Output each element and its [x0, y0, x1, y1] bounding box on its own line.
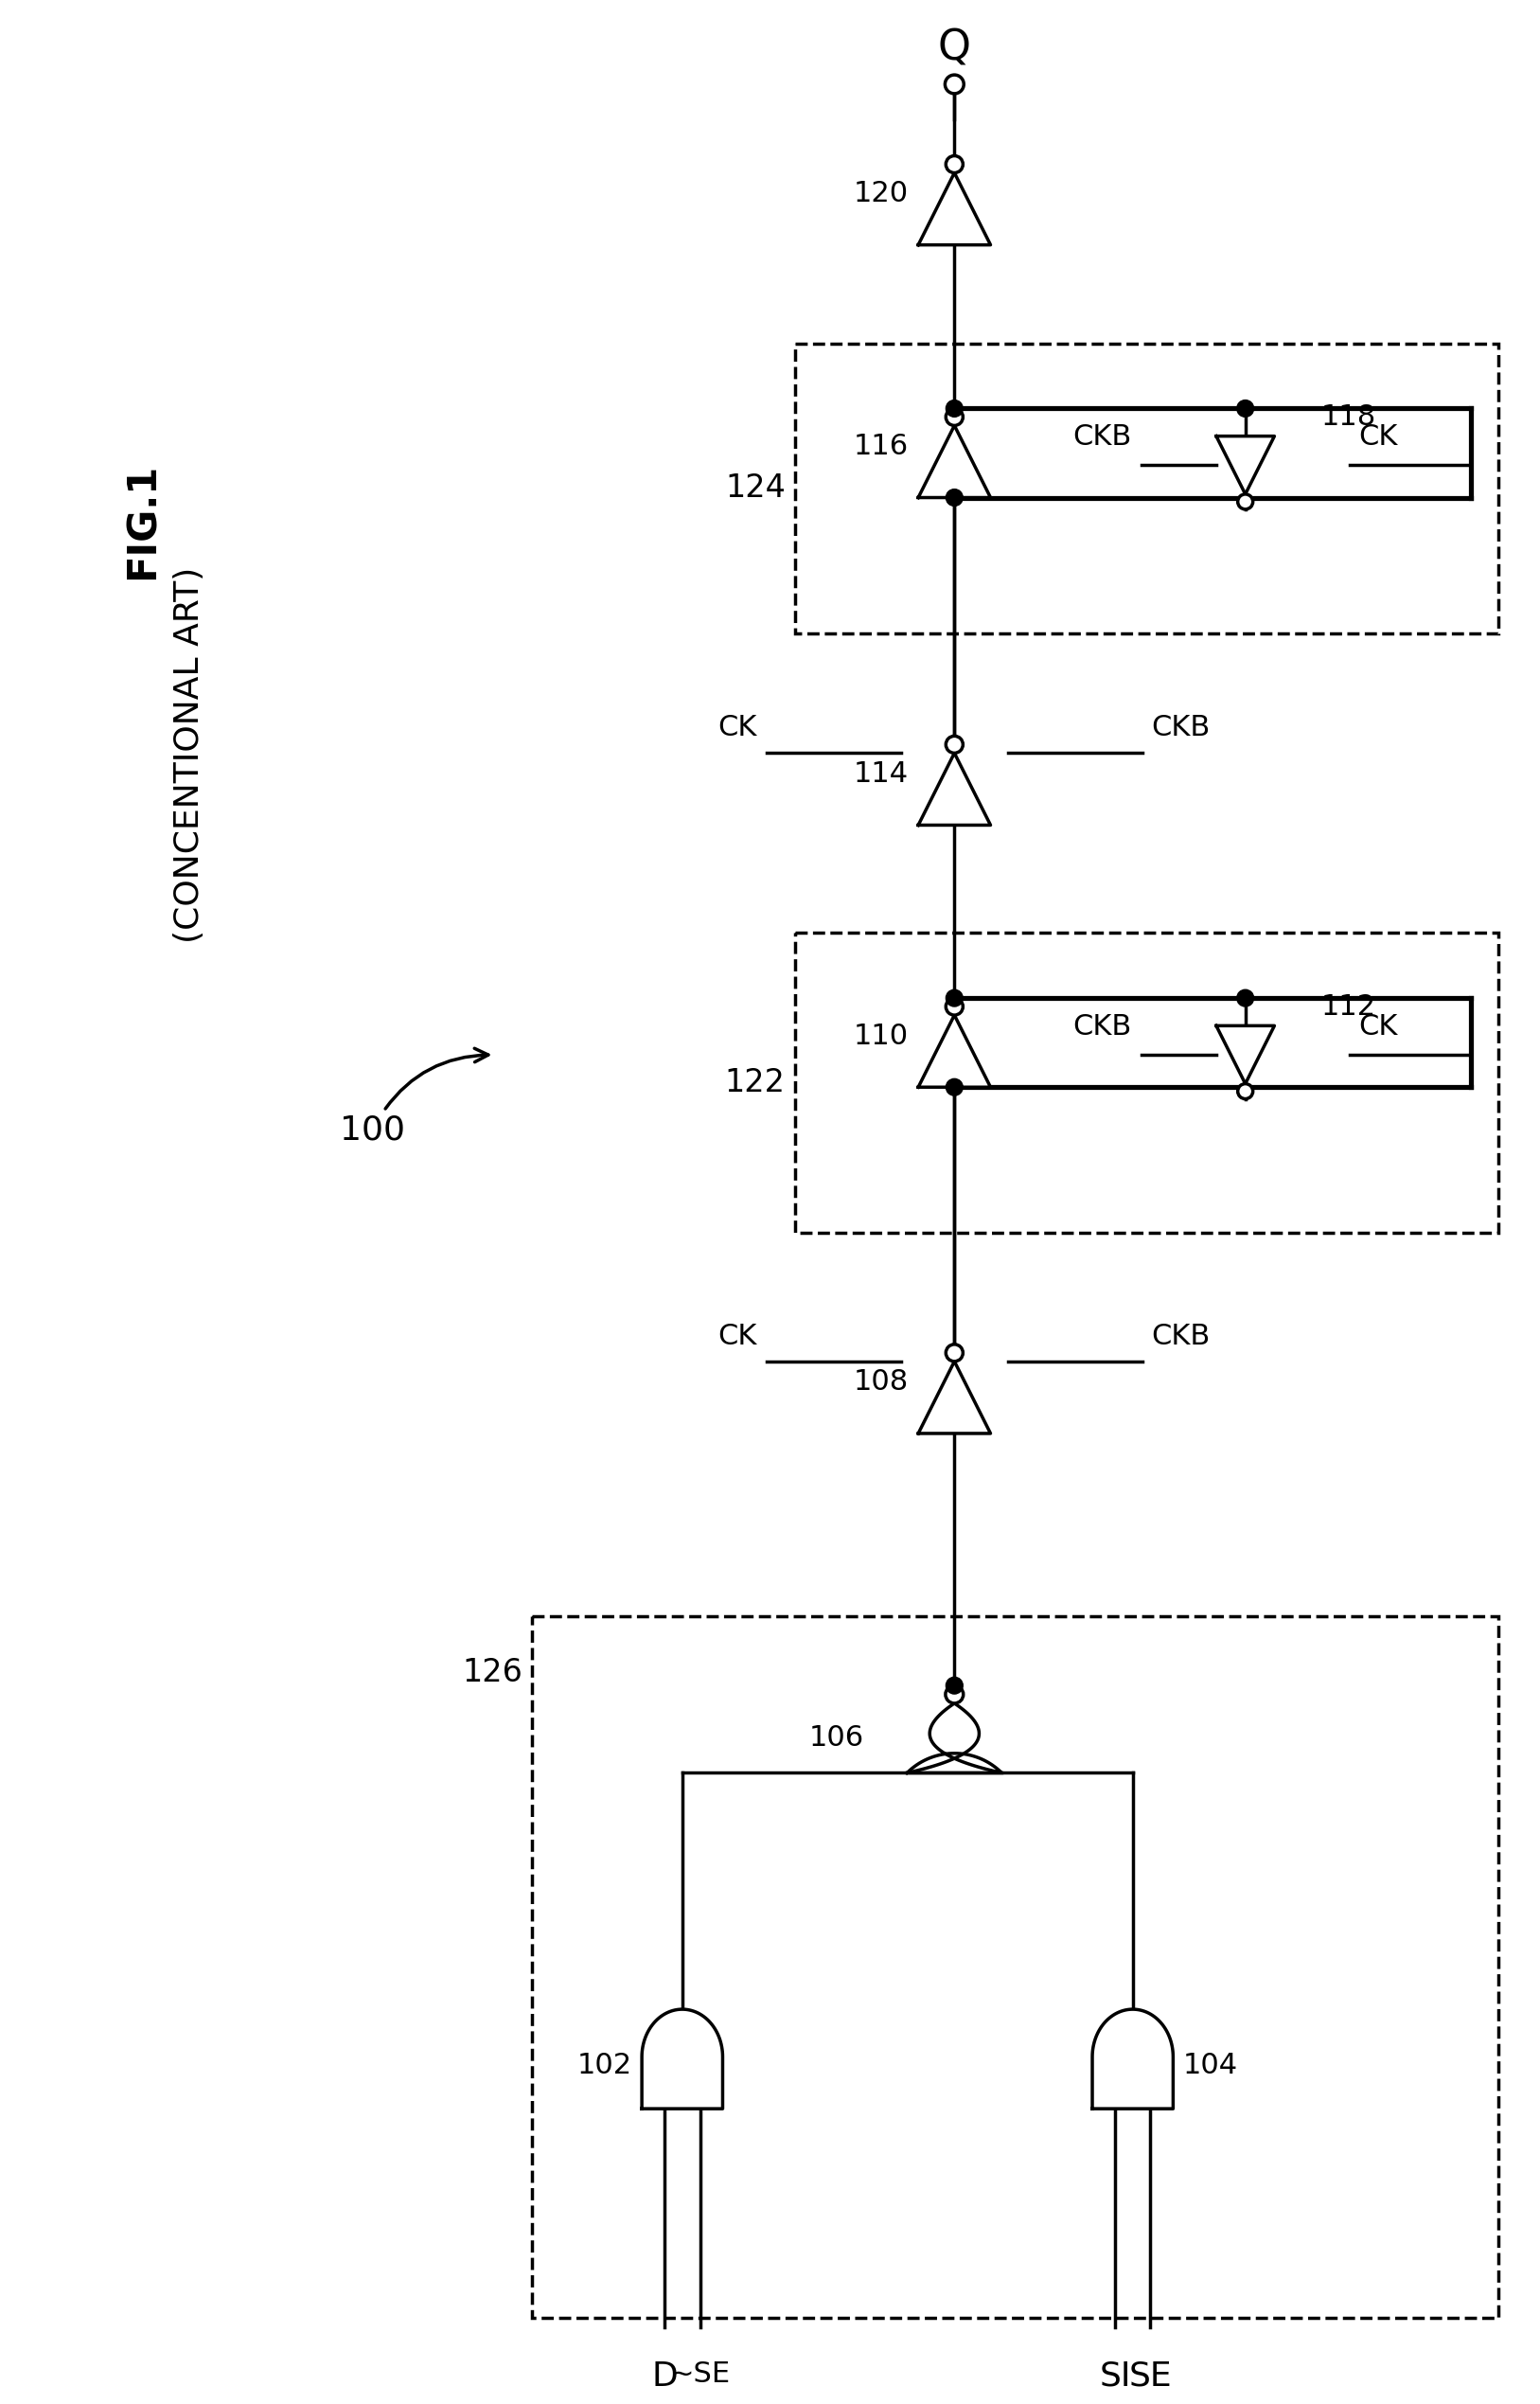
Text: CK: CK — [718, 714, 758, 743]
Circle shape — [946, 998, 962, 1014]
Text: FIG.1: FIG.1 — [123, 464, 163, 579]
Text: SE: SE — [1129, 2361, 1172, 2392]
Text: SI: SI — [1100, 2361, 1130, 2392]
Text: CK: CK — [1358, 1012, 1398, 1041]
Polygon shape — [1092, 2010, 1173, 2108]
Circle shape — [1237, 399, 1254, 416]
Circle shape — [946, 1344, 962, 1361]
Text: 118: 118 — [1321, 404, 1377, 430]
Polygon shape — [907, 1704, 1001, 1772]
Circle shape — [1238, 1084, 1254, 1099]
Text: CKB: CKB — [1073, 1012, 1132, 1041]
Text: ~SE: ~SE — [670, 2361, 730, 2387]
Circle shape — [946, 75, 964, 94]
Circle shape — [946, 1079, 962, 1096]
Polygon shape — [918, 1014, 990, 1087]
Text: CK: CK — [1358, 423, 1398, 452]
Circle shape — [1238, 495, 1254, 510]
Text: 126: 126 — [462, 1656, 522, 1688]
Polygon shape — [918, 426, 990, 498]
Text: CKB: CKB — [1073, 423, 1132, 452]
Text: CKB: CKB — [1152, 1322, 1210, 1351]
Text: 112: 112 — [1321, 993, 1377, 1022]
Text: 100: 100 — [340, 1048, 488, 1147]
Text: 120: 120 — [853, 180, 909, 207]
Circle shape — [946, 488, 962, 505]
Bar — [533, 1615, 1498, 2317]
Circle shape — [1237, 990, 1254, 1007]
Polygon shape — [918, 1361, 990, 1433]
Polygon shape — [642, 2010, 722, 2108]
Polygon shape — [918, 752, 990, 825]
Bar — [795, 344, 1498, 635]
Circle shape — [946, 1685, 964, 1704]
Text: 106: 106 — [808, 1724, 864, 1753]
Text: D: D — [651, 2361, 678, 2392]
Polygon shape — [1217, 435, 1275, 495]
Circle shape — [946, 409, 962, 426]
Text: 114: 114 — [853, 760, 909, 789]
Text: 122: 122 — [725, 1067, 785, 1099]
Polygon shape — [918, 173, 990, 245]
Text: 104: 104 — [1183, 2051, 1238, 2079]
Text: 124: 124 — [725, 474, 785, 505]
Text: (CONCENTIONAL ART): (CONCENTIONAL ART) — [174, 567, 206, 942]
Circle shape — [946, 1678, 962, 1695]
Text: 110: 110 — [853, 1022, 909, 1051]
Text: 108: 108 — [853, 1368, 909, 1397]
Circle shape — [946, 990, 962, 1007]
Polygon shape — [1217, 1027, 1275, 1084]
Text: 102: 102 — [578, 2051, 633, 2079]
Text: CK: CK — [718, 1322, 758, 1351]
Bar — [795, 933, 1498, 1233]
Text: Q: Q — [938, 29, 970, 70]
Circle shape — [946, 399, 962, 416]
Text: 116: 116 — [853, 433, 909, 459]
Circle shape — [946, 736, 962, 752]
Text: CKB: CKB — [1152, 714, 1210, 743]
Circle shape — [946, 156, 962, 173]
